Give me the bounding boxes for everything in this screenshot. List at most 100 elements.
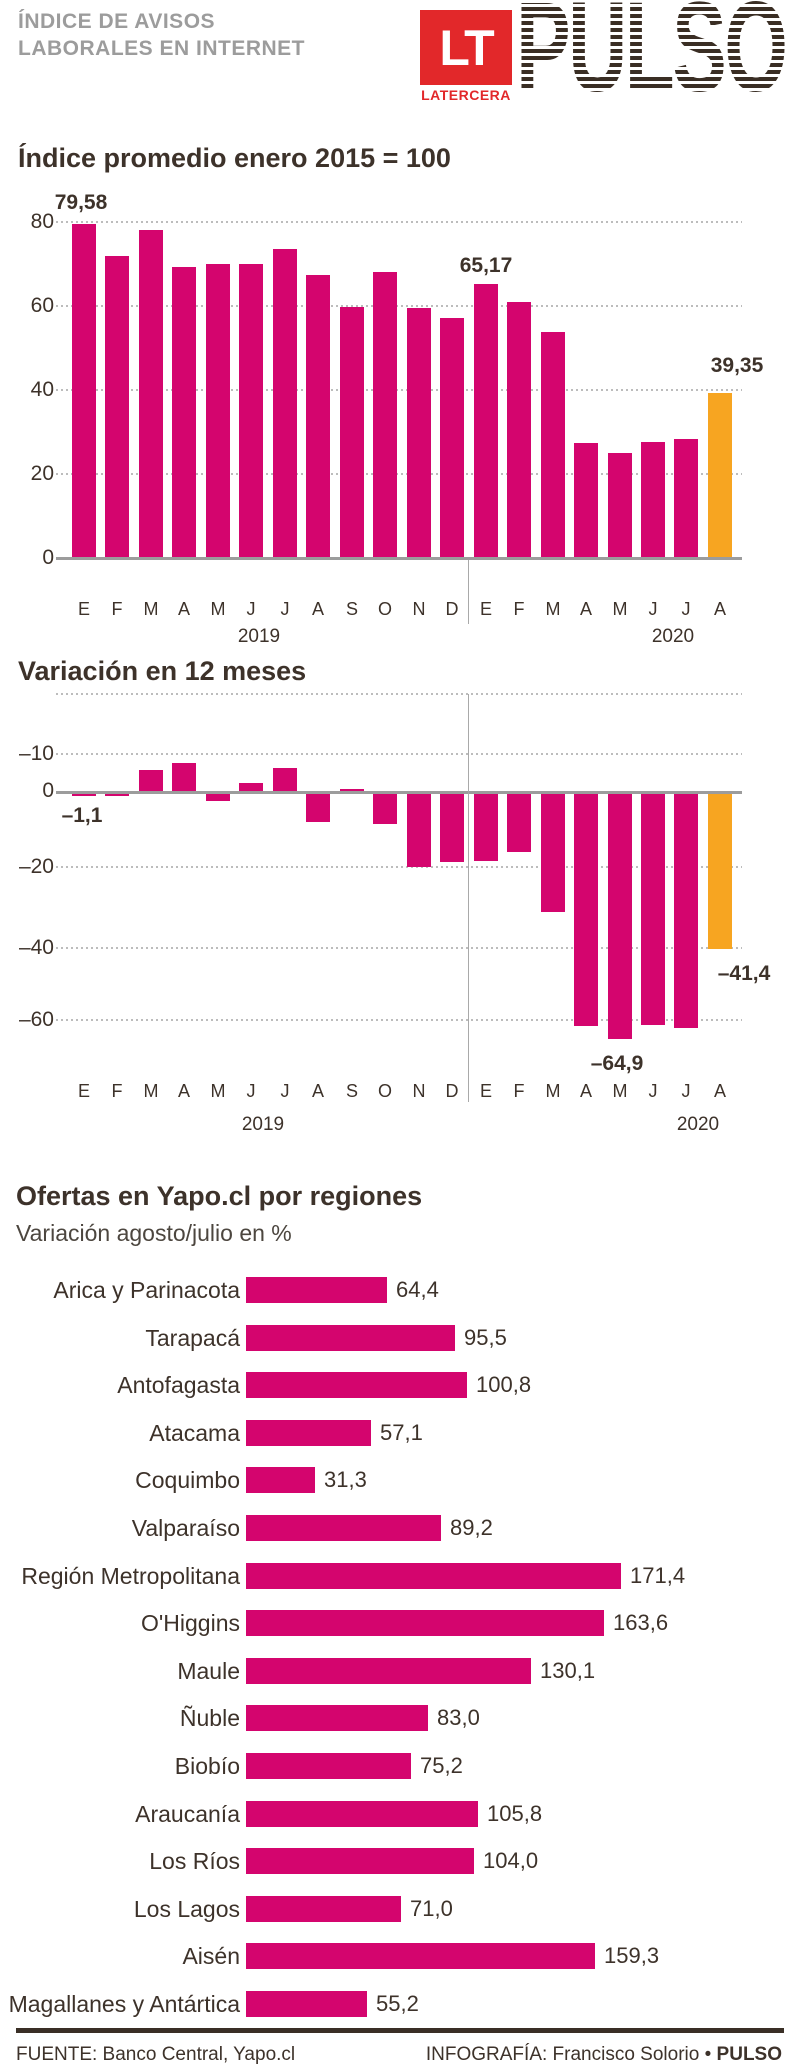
chart2-month-label: O <box>377 1081 392 1101</box>
region-value-5: 89,2 <box>450 1515 493 1540</box>
lt-logo-text: LT <box>439 19 494 76</box>
chart1-gridline <box>56 221 742 223</box>
chart2-gridline <box>56 1019 742 1021</box>
chart1-month-label: J <box>681 599 691 619</box>
region-value-8: 130,1 <box>540 1658 596 1683</box>
region-value-6: 171,4 <box>630 1563 686 1588</box>
chart2-bar-J-6 <box>273 768 297 792</box>
region-bar-14 <box>246 1943 595 1969</box>
chart1-ytick: 20 <box>30 462 54 485</box>
footer-credit-brand: PULSO <box>716 2044 782 2065</box>
chart1-year-divider <box>468 560 469 624</box>
chart2-month-label: J <box>681 1081 691 1101</box>
chart2-gridline <box>56 866 742 868</box>
chart1-month-label: A <box>713 599 726 619</box>
chart2-bar-N-10 <box>407 792 431 867</box>
chart2-month-label: J <box>280 1081 290 1101</box>
chart1-gridline <box>56 389 742 391</box>
chart1-bar-N-10 <box>407 308 431 558</box>
chart1-month-label: E <box>479 599 492 619</box>
chart1-bar-M-2 <box>139 230 163 558</box>
chart2-month-label: M <box>545 1081 561 1101</box>
variation-chart-title: Variación en 12 meses <box>18 656 307 686</box>
chart2-month-label: F <box>513 1081 525 1101</box>
chart1-bar-J-17 <box>641 442 665 558</box>
chart1-year-label: 2019 <box>237 626 281 647</box>
chart1-bar-S-8 <box>340 307 364 558</box>
page-title-line2: LABORALES EN INTERNET <box>18 37 306 60</box>
chart2-month-label: A <box>177 1081 190 1101</box>
region-bar-2 <box>246 1372 467 1398</box>
chart1-month-label: A <box>177 599 190 619</box>
chart1-bar-A-15 <box>574 443 598 558</box>
chart2-ytick: –60 <box>18 1008 54 1031</box>
chart1-value-label: 65,17 <box>459 254 513 277</box>
latercera-label: LATERCERA <box>421 87 511 103</box>
chart1-month-label: M <box>612 599 628 619</box>
chart1-month-label: J <box>648 599 658 619</box>
footer-credit-text: INFOGRAFÍA: Francisco Solorio • <box>425 2044 717 2065</box>
index-chart-title: Índice promedio enero 2015 = 100 <box>18 143 451 173</box>
chart2-bar-F-13 <box>507 792 531 852</box>
chart2-bar-O-9 <box>373 792 397 824</box>
latercera-logo: LT <box>420 10 512 85</box>
chart2-bar-D-11 <box>440 792 464 862</box>
chart1-bar-M-16 <box>608 453 632 558</box>
chart2-month-label: S <box>345 1081 358 1101</box>
chart2-month-label: A <box>713 1081 726 1101</box>
region-bar-12 <box>246 1848 474 1874</box>
chart2-month-label: A <box>579 1081 592 1101</box>
region-bar-8 <box>246 1658 531 1684</box>
chart1-ytick: 80 <box>30 210 54 233</box>
chart2-gridline <box>56 947 742 949</box>
chart1-gridline <box>56 473 742 475</box>
region-label-11: Araucanía <box>135 1801 240 1827</box>
chart1-month-label: M <box>545 599 561 619</box>
chart2-bar-E-0 <box>72 792 96 796</box>
chart2-bar-J-5 <box>239 783 263 792</box>
chart2-month-label: E <box>479 1081 492 1101</box>
chart2-gridline <box>56 753 742 755</box>
chart1-ytick: 40 <box>30 378 54 401</box>
page-title-line1: ÍNDICE DE AVISOS <box>18 10 216 33</box>
chart1-bar-A-3 <box>172 267 196 558</box>
chart1-month-label: M <box>143 599 159 619</box>
region-label-1: Tarapacá <box>145 1325 240 1351</box>
region-value-4: 31,3 <box>324 1467 367 1492</box>
chart2-ytick: –20 <box>18 855 54 878</box>
region-value-0: 64,4 <box>396 1277 439 1302</box>
chart1-bar-E-0 <box>72 224 96 558</box>
region-label-12: Los Ríos <box>149 1848 240 1874</box>
region-label-3: Atacama <box>149 1420 240 1446</box>
chart2-gridline <box>56 693 742 695</box>
region-label-14: Aisén <box>182 1943 240 1969</box>
chart1-bar-F-13 <box>507 302 531 558</box>
chart1-month-label: D <box>445 599 459 619</box>
chart2-bar-J-18 <box>674 792 698 1028</box>
region-value-11: 105,8 <box>487 1801 543 1826</box>
chart2-value-label: –64,9 <box>590 1052 644 1075</box>
chart2-ytick: 0 <box>42 779 54 802</box>
region-bar-7 <box>246 1610 604 1636</box>
chart2-bar-F-1 <box>105 792 129 796</box>
chart2-bar-J-17 <box>641 792 665 1025</box>
region-label-7: O'Higgins <box>141 1610 240 1636</box>
chart2-bar-M-2 <box>139 770 163 792</box>
chart1-month-label: F <box>111 599 123 619</box>
page-title: ÍNDICE DE AVISOS LABORALES EN INTERNET <box>18 8 305 62</box>
region-bar-3 <box>246 1420 371 1446</box>
chart1-month-label: S <box>345 599 358 619</box>
footer-credit: INFOGRAFÍA: Francisco Solorio • PULSO <box>426 2044 782 2066</box>
region-bar-4 <box>246 1467 315 1493</box>
chart1-value-label: 39,35 <box>710 354 764 377</box>
chart2-year-label: 2019 <box>241 1114 285 1135</box>
region-label-8: Maule <box>177 1658 240 1684</box>
chart2-month-label: D <box>445 1081 459 1101</box>
region-label-0: Arica y Parinacota <box>53 1277 240 1303</box>
region-value-13: 71,0 <box>410 1896 453 1921</box>
chart2-month-label: J <box>246 1081 256 1101</box>
region-bar-5 <box>246 1515 441 1541</box>
chart1-bar-M-4 <box>206 264 230 558</box>
chart2-bar-M-16 <box>608 792 632 1039</box>
